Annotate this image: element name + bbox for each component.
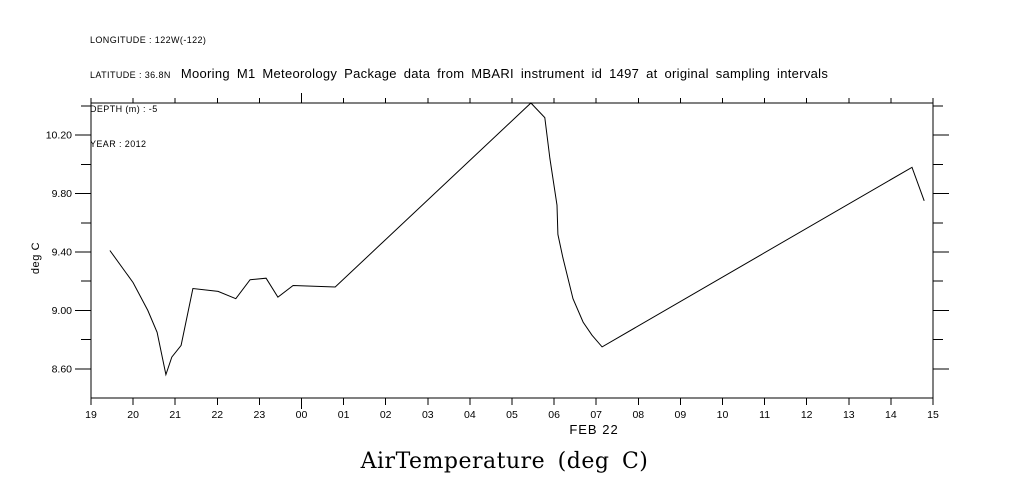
y-tick-label: 9.40 bbox=[52, 246, 73, 258]
y-tick-label: 9.80 bbox=[52, 188, 73, 200]
x-tick-label: 05 bbox=[506, 409, 518, 421]
metadata-latitude: LATITUDE : 36.8N bbox=[90, 69, 171, 80]
x-tick-label: 10 bbox=[717, 409, 729, 421]
x-tick-label: 00 bbox=[296, 409, 308, 421]
chart-footer-title: AirTemperature (deg C) bbox=[360, 449, 649, 474]
plot-frame bbox=[90, 102, 934, 399]
x-tick-label: 15 bbox=[927, 409, 939, 421]
x-tick-label: 04 bbox=[464, 409, 476, 421]
x-tick-label: 19 bbox=[85, 409, 97, 421]
metadata-year: YEAR : 2012 bbox=[90, 138, 147, 149]
metadata-depth: DEPTH (m) : -5 bbox=[90, 104, 158, 114]
x-tick-label: 14 bbox=[885, 409, 897, 421]
x-tick-label: 02 bbox=[380, 409, 392, 421]
y-tick-label: 9.00 bbox=[52, 305, 73, 317]
chart-header-title: Mooring M1 Meteorology Package data from… bbox=[180, 66, 829, 81]
x-tick-label: 07 bbox=[590, 409, 602, 421]
x-tick-label: 06 bbox=[548, 409, 560, 421]
x-tick-label: 11 bbox=[759, 409, 770, 421]
x-tick-label: 23 bbox=[254, 409, 266, 421]
x-tick-label: 22 bbox=[211, 409, 223, 421]
x-tick-label: 01 bbox=[338, 409, 350, 421]
x-tick-label: 21 bbox=[169, 409, 181, 421]
x-tick-label: 08 bbox=[632, 409, 644, 421]
x-axis-date-label: FEB 22 bbox=[569, 422, 619, 437]
x-tick-label: 03 bbox=[422, 409, 434, 421]
x-tick-label: 13 bbox=[843, 409, 855, 421]
metadata-block: LONGITUDE : 122W(-122) LATITUDE : 36.8N … bbox=[90, 12, 206, 173]
y-axis-label: deg C bbox=[30, 241, 42, 275]
metadata-longitude: LONGITUDE : 122W(-122) bbox=[90, 35, 207, 45]
y-tick-label: 8.60 bbox=[52, 363, 73, 375]
x-tick-label: 09 bbox=[675, 409, 687, 421]
y-tick-label: 10.20 bbox=[46, 130, 72, 142]
x-tick-label: 20 bbox=[127, 409, 139, 421]
x-tick-label: 12 bbox=[801, 409, 813, 421]
air-temperature-line bbox=[109, 102, 925, 377]
